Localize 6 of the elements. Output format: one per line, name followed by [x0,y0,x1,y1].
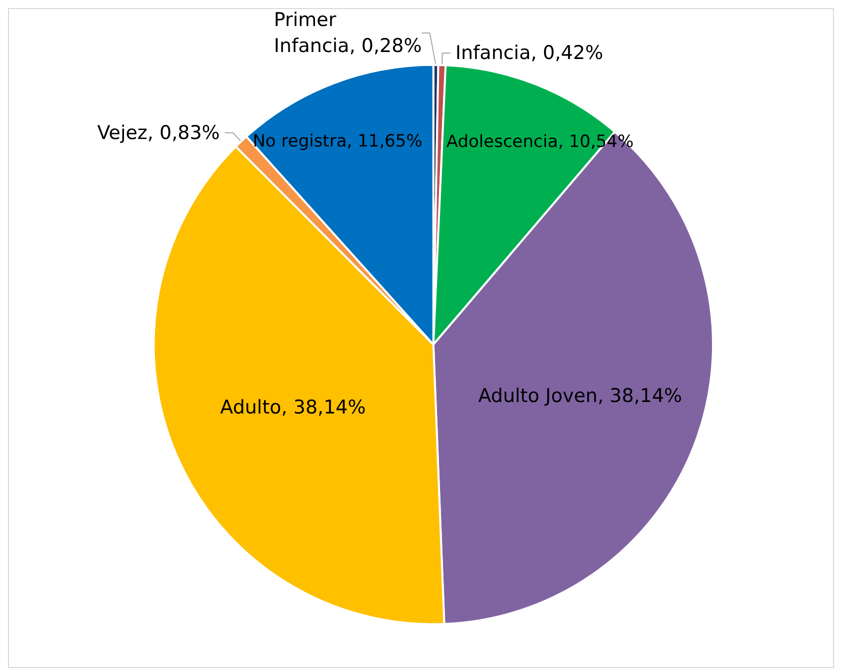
slice-label: No registra, 11,65% [252,131,422,152]
slice-label: Adulto, 38,14% [220,396,366,418]
slice-label: Infancia, 0,42% [455,42,604,64]
slice-label: Adulto Joven, 38,14% [478,385,682,408]
slice-label: Vejez, 0,83% [97,122,220,144]
slice-label: Primer Infancia, 0,28% [274,8,422,57]
